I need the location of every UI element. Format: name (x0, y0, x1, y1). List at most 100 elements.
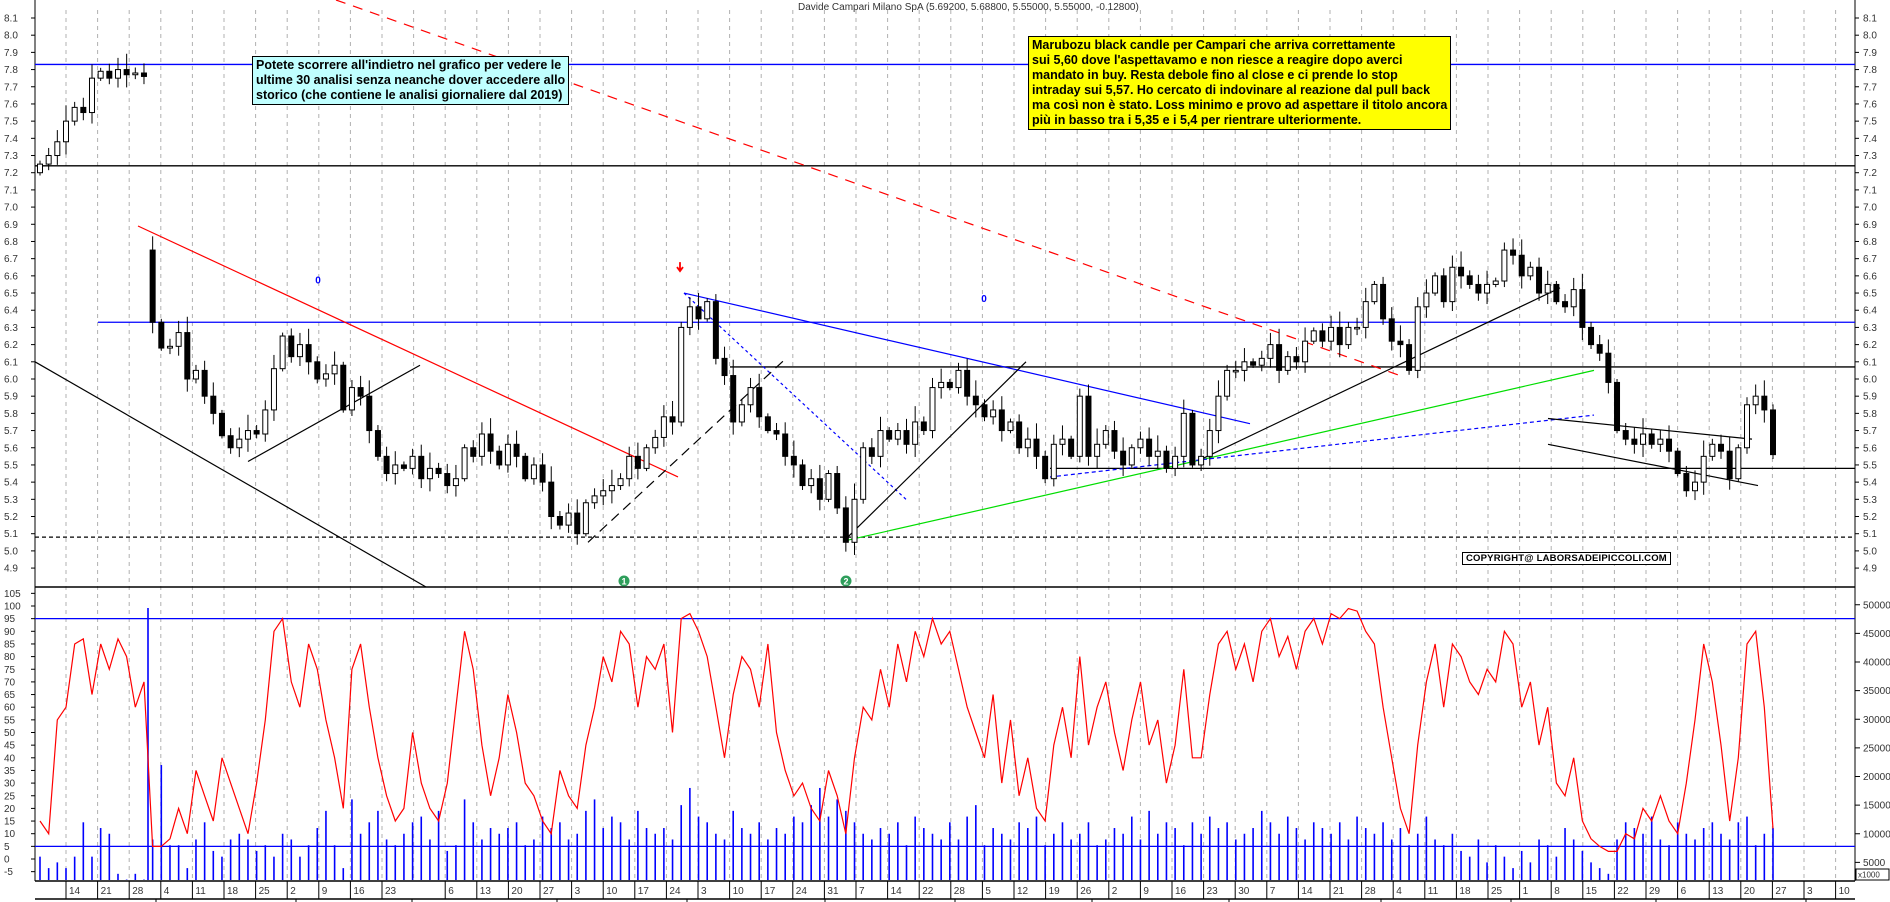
price-tick-label-right: 5.4 (1863, 478, 1877, 489)
volume-tick-label: 40000 (1863, 658, 1890, 669)
date-label: 25 (1491, 886, 1503, 897)
candle-body (1466, 275, 1473, 285)
price-tick-label-right: 7.5 (1863, 117, 1877, 128)
candle-body (80, 106, 87, 114)
candle-body (1154, 450, 1161, 457)
candle-body (816, 478, 823, 500)
candle-body (1432, 275, 1439, 294)
price-tick-label-left: 7.3 (4, 151, 18, 162)
candle-body (660, 416, 667, 438)
date-label: 27 (543, 886, 555, 897)
candle-body (1050, 443, 1057, 480)
candle-body (496, 450, 503, 466)
candle-body (1692, 481, 1699, 492)
oscillator-tick-label: 50 (4, 728, 16, 739)
candle-body (1085, 395, 1092, 457)
oscillator-tick-label: 70 (4, 677, 16, 688)
oscillator-tick-label: 80 (4, 652, 16, 663)
date-label: 9 (322, 886, 328, 897)
price-tick-label-right: 8.1 (1863, 14, 1877, 25)
info-note-line: ultime 30 analisi senza neanche dover ac… (256, 73, 566, 87)
candle-body (842, 507, 849, 543)
volume-tick-label: 45000 (1863, 629, 1890, 640)
volume-tick-label: 15000 (1863, 801, 1890, 812)
candle-body (244, 430, 251, 440)
candle-body (1362, 301, 1369, 328)
candle-body (97, 70, 104, 79)
price-tick-label-right: 7.2 (1863, 168, 1877, 179)
candle-body (1163, 450, 1170, 469)
oscillator-line (39, 607, 1774, 853)
candle-body (392, 464, 399, 475)
candle-body (556, 516, 563, 526)
trendline-black (34, 361, 427, 588)
candle-body (1458, 266, 1465, 277)
candle-body (149, 249, 156, 323)
trendline-blue-dotted (1049, 414, 1595, 478)
candle-body (1700, 455, 1707, 483)
candle-body (634, 455, 641, 469)
candle-body (62, 120, 69, 143)
candle-body (1328, 326, 1335, 342)
price-tick-label-left: 6.8 (4, 237, 18, 248)
candle-body (348, 387, 355, 411)
analysis-note: Marubozu black candle per Campari che ar… (1028, 36, 1452, 130)
price-tick-label-left: 5.6 (4, 443, 18, 454)
candle-body (695, 306, 702, 320)
candle-body (1068, 438, 1075, 457)
oscillator-tick-label: 75 (4, 665, 16, 676)
price-tick-label-right: 7.0 (1863, 203, 1877, 214)
candle-body (106, 70, 113, 79)
price-tick-label-left: 7.4 (4, 134, 18, 145)
candle-body (1284, 356, 1291, 371)
candle-body (158, 321, 165, 349)
price-tick-label-right: 5.9 (1863, 392, 1877, 403)
candle-body (998, 409, 1005, 432)
candle-body (461, 447, 468, 480)
candle-body (1336, 326, 1343, 346)
candle-body (1492, 280, 1499, 285)
candle-body (435, 467, 442, 475)
candle-body (886, 430, 893, 440)
candle-body (45, 155, 52, 165)
candle-body (1310, 330, 1317, 342)
candle-body (1033, 438, 1040, 457)
candle-body (686, 306, 693, 328)
date-label: 26 (1080, 886, 1092, 897)
date-label: 10 (733, 886, 745, 897)
candle-body (990, 409, 997, 418)
candle-body (539, 464, 546, 483)
date-label: 6 (1681, 886, 1687, 897)
candle-body (825, 473, 832, 500)
volume-tick-label: 20000 (1863, 772, 1890, 783)
candle-body (331, 364, 338, 375)
candle-body (1562, 301, 1569, 308)
date-label: 17 (638, 886, 650, 897)
analysis-note-line: Marubozu black candle per Campari che ar… (1032, 38, 1396, 52)
date-label: 20 (511, 886, 523, 897)
candle-body (357, 387, 364, 397)
candle-body (1059, 438, 1066, 445)
candle-body (1388, 318, 1395, 342)
candle-body (1146, 438, 1153, 457)
candle-body (704, 301, 711, 320)
date-label: 24 (669, 886, 681, 897)
oscillator-tick-label: 15 (4, 817, 16, 828)
candle-body (1518, 254, 1525, 277)
candle-body (166, 345, 173, 349)
date-label: 7 (859, 886, 865, 897)
date-label: 10 (1839, 886, 1851, 897)
date-label: 29 (1649, 886, 1661, 897)
price-tick-label-right: 7.3 (1863, 151, 1877, 162)
date-label: 6 (448, 886, 454, 897)
signal-zero-marker: 0 (981, 294, 987, 305)
price-tick-label-left: 7.9 (4, 48, 18, 59)
candle-body (1102, 430, 1109, 445)
price-tick-label-left: 6.7 (4, 254, 18, 265)
date-label: 8 (1554, 886, 1560, 897)
date-label: 11 (195, 886, 206, 897)
candle-body (1640, 433, 1647, 445)
price-tick-label-right: 5.7 (1863, 426, 1877, 437)
candle-body (1440, 275, 1447, 303)
oscillator-tick-label: 85 (4, 639, 16, 650)
